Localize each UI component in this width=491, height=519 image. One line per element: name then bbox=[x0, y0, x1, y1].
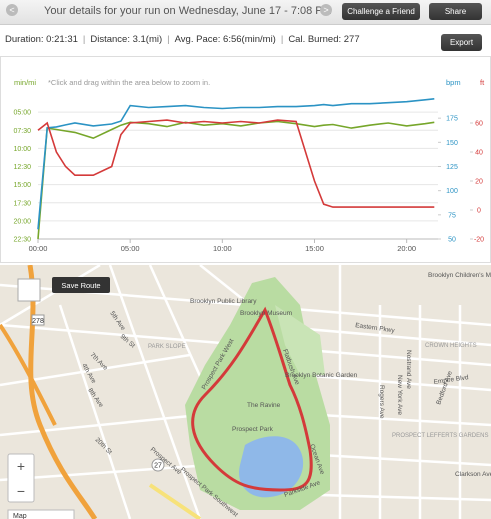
route bbox=[191, 306, 313, 492]
run-title: Your details for your run on Wednesday, … bbox=[44, 5, 332, 17]
y2-tick-label: 125 bbox=[446, 164, 458, 171]
x-tick-label: 00:00 bbox=[29, 244, 48, 253]
y-tick-label: 05:00 bbox=[13, 110, 31, 117]
y-axis-title: min/mi bbox=[14, 78, 36, 87]
map-label: New York Ave bbox=[396, 375, 403, 415]
duration: Duration: 0:21:31 bbox=[5, 34, 78, 45]
map-label: CROWN HEIGHTS bbox=[425, 343, 477, 349]
x-tick-label: 05:00 bbox=[121, 244, 140, 253]
chart-frame bbox=[0, 56, 491, 263]
garden bbox=[275, 305, 325, 375]
y3-axis-title: ft bbox=[480, 78, 485, 87]
y3-tick-label: 20 bbox=[475, 179, 483, 186]
y3-tick-label: -20 bbox=[474, 237, 484, 244]
map-label: Empire Blvd bbox=[433, 374, 469, 386]
series-line bbox=[37, 98, 435, 230]
save-route-label[interactable]: Save Route bbox=[61, 281, 100, 290]
chart: min/mi *Click and drag within the area b… bbox=[0, 56, 491, 263]
y-tick-label: 22:30 bbox=[13, 237, 31, 244]
chart-subtitle: *Click and drag within the area below to… bbox=[48, 78, 210, 87]
highway bbox=[0, 323, 57, 426]
y2-tick-label: 150 bbox=[446, 140, 458, 147]
hw-shield bbox=[31, 314, 45, 326]
x-tick-label: 20:00 bbox=[397, 244, 416, 253]
road bbox=[148, 483, 202, 519]
hw-shield bbox=[151, 458, 165, 472]
y-tick-label: 07:30 bbox=[13, 128, 31, 135]
prev-button[interactable]: < bbox=[6, 4, 18, 16]
map-label: Brooklyn Public Library bbox=[190, 298, 257, 305]
y3-tick-label: 0 bbox=[477, 208, 481, 215]
hw-label: 27 bbox=[154, 463, 162, 470]
x-tick-label: 15:00 bbox=[305, 244, 324, 253]
hw-label: 278 bbox=[32, 318, 44, 325]
y-tick-label: 10:00 bbox=[13, 146, 31, 153]
lake bbox=[239, 436, 304, 498]
y-tick-label: 20:00 bbox=[13, 218, 31, 225]
zoom-control bbox=[7, 453, 35, 503]
y3-tick-label: 40 bbox=[475, 150, 483, 157]
map-type-label[interactable]: Map bbox=[13, 513, 27, 519]
share-button[interactable]: Share bbox=[429, 3, 482, 20]
map[interactable]: 278 27 Brooklyn Public Library Brooklyn M… bbox=[0, 265, 491, 519]
map-label: Clarkson Ave bbox=[455, 471, 491, 478]
y-tick-label: 12:30 bbox=[13, 164, 31, 171]
map-label: Nostrand Ave bbox=[405, 350, 412, 389]
map-label: Brooklyn Museum bbox=[240, 310, 292, 317]
y3-tick-label: 60 bbox=[475, 121, 483, 128]
highway bbox=[27, 265, 98, 519]
map-type[interactable] bbox=[7, 509, 75, 519]
pace: Avg. Pace: 6:56(min/mi) bbox=[174, 34, 276, 45]
stats-row: Duration: 0:21:31 | Distance: 3.1(mi) | Avg.… bbox=[5, 34, 360, 45]
x-tick-label: 10:00 bbox=[213, 244, 232, 253]
distance: Distance: 3.1(mi) bbox=[90, 34, 163, 45]
export-button[interactable]: Export bbox=[441, 34, 482, 51]
y-tick-label: 17:30 bbox=[13, 200, 31, 207]
y2-tick-label: 175 bbox=[446, 116, 458, 123]
map-label: Brooklyn Botanic Garden bbox=[285, 372, 358, 379]
map-label: Brooklyn Children's Museum bbox=[428, 272, 491, 279]
y2-tick-label: 100 bbox=[446, 188, 458, 195]
map-label: PARK SLOPE bbox=[148, 344, 186, 350]
y2-tick-label: 75 bbox=[448, 212, 456, 219]
map-label: PROSPECT LEFFERTS GARDENS bbox=[392, 433, 488, 439]
next-button[interactable]: > bbox=[320, 4, 332, 16]
zoom-out[interactable]: − bbox=[17, 483, 25, 499]
y-tick-label: 15:00 bbox=[13, 182, 31, 189]
map-label: Prospect Park bbox=[232, 426, 274, 433]
map-label: Rogers Ave bbox=[378, 385, 385, 419]
y2-tick-label: 50 bbox=[448, 237, 456, 244]
challenge-button[interactable]: Challenge a Friend bbox=[342, 3, 420, 20]
series-line bbox=[37, 119, 435, 208]
calories: Cal. Burned: 277 bbox=[288, 34, 360, 45]
y2-axis-title: bpm bbox=[446, 78, 461, 87]
zoom-in[interactable]: + bbox=[17, 458, 25, 474]
map-label: The Ravine bbox=[247, 402, 281, 409]
save-route-button[interactable] bbox=[52, 277, 110, 293]
top-bar: < Your details for your run on Wednesday… bbox=[0, 0, 491, 25]
map-toggle[interactable] bbox=[17, 278, 41, 302]
